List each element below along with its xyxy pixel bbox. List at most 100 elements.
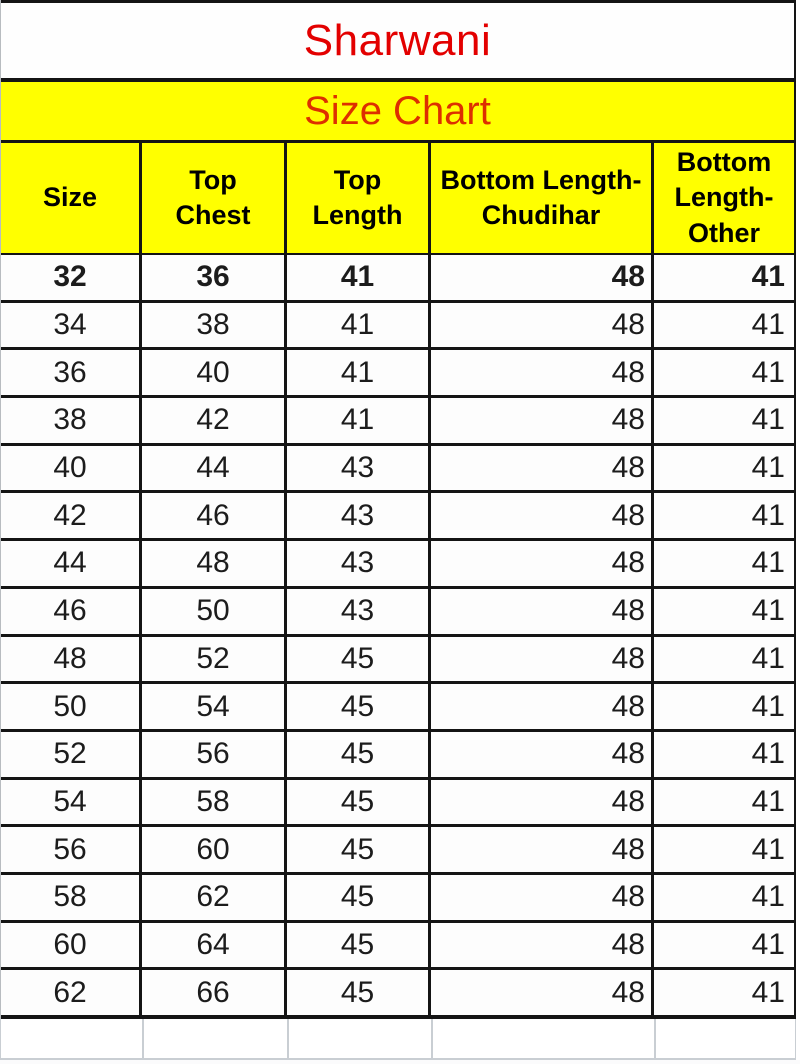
table-cell-bottom-length-other: 41: [751, 880, 785, 914]
table-cell-bottom-length-other: 41: [751, 355, 785, 389]
table-row: 56 60 45 48 41: [1, 827, 794, 875]
table-cell-top-chest: 58: [142, 779, 287, 825]
table-cell-top-length: 45: [287, 731, 431, 777]
table-cell-bottom-length-chudihar: 48: [431, 398, 654, 443]
table-cell-top-chest: 50: [142, 588, 287, 634]
table-cell-top-chest: 44: [142, 445, 287, 491]
table-row: 58 62 45 48 41: [1, 874, 794, 923]
table-cell-top-chest: 42: [142, 398, 287, 443]
table-cell-top-chest: 46: [142, 493, 287, 539]
title-row: Sharwani: [1, 0, 794, 78]
table-cell-top-length: 45: [287, 874, 431, 920]
table-cell-top-length: 45: [287, 827, 431, 872]
table-cell-size: 44: [1, 541, 142, 586]
table-cell-top-chest: 54: [142, 684, 287, 729]
table-cell-bottom-length-other: 41: [751, 737, 785, 771]
table-cell-bottom-length-chudihar: 48: [431, 731, 654, 777]
table-row: 62 66 45 48 41: [1, 970, 794, 1019]
table-cell-top-length: 43: [287, 541, 431, 586]
column-header-bottom-length-other: Bottom Length- Other: [674, 147, 774, 248]
title-divider: [1, 78, 794, 82]
table-row: 40 44 43 48 41: [1, 445, 794, 494]
column-header-bottom-length-chudihar: Bottom Length- Chudihar: [431, 143, 654, 253]
table-cell-bottom-length-other: 41: [751, 832, 785, 866]
empty-spreadsheet-row: [0, 1019, 796, 1060]
table-cell-size: 56: [1, 827, 142, 872]
table-cell-top-chest: 56: [142, 731, 287, 777]
table-cell-bottom-length-chudihar: 48: [431, 493, 654, 539]
table-cell-top-length: 41: [287, 350, 431, 396]
table-frame: Sharwani Size Chart Size Top Chest Top L…: [0, 0, 796, 1019]
table-header-row: Size Top Chest Top Length Bottom Length-…: [1, 143, 794, 255]
page-subtitle: Size Chart: [304, 89, 491, 133]
table-row: 54 58 45 48 41: [1, 779, 794, 828]
table-row: 46 50 43 48 41: [1, 588, 794, 637]
table-cell-bottom-length-other: 41: [751, 308, 785, 342]
column-header-top-length: Top Length: [287, 143, 431, 253]
table-cell-top-length: 43: [287, 445, 431, 491]
table-cell-bottom-length-other: 41: [751, 594, 785, 628]
table-cell-top-chest: 62: [142, 874, 287, 920]
table-cell-size: 42: [1, 493, 142, 539]
table-cell-top-length: 45: [287, 779, 431, 825]
table-cell-size: 32: [1, 255, 142, 300]
table-cell-bottom-length-chudihar: 48: [431, 636, 654, 682]
empty-cell: [433, 1019, 656, 1058]
table-cell-bottom-length-other: 41: [751, 975, 785, 1009]
table-cell-top-chest: 60: [142, 827, 287, 872]
table-cell-bottom-length-chudihar: 48: [431, 922, 654, 968]
table-cell-bottom-length-chudihar: 48: [431, 541, 654, 586]
table-cell-size: 54: [1, 779, 142, 825]
table-cell-bottom-length-other: 41: [751, 546, 785, 580]
table-cell-bottom-length-chudihar: 48: [431, 970, 654, 1015]
table-cell-size: 62: [1, 970, 142, 1015]
table-cell-top-length: 45: [287, 922, 431, 968]
table-cell-bottom-length-chudihar: 48: [431, 684, 654, 729]
empty-cell: [656, 1019, 796, 1058]
table-cell-bottom-length-chudihar: 48: [431, 445, 654, 491]
table-cell-top-length: 41: [287, 398, 431, 443]
table-row: 38 42 41 48 41: [1, 398, 794, 446]
table-cell-top-chest: 38: [142, 302, 287, 348]
table-cell-size: 50: [1, 684, 142, 729]
table-cell-top-chest: 66: [142, 970, 287, 1015]
table-cell-top-length: 45: [287, 636, 431, 682]
table-cell-bottom-length-chudihar: 48: [431, 588, 654, 634]
table-row: 34 38 41 48 41: [1, 302, 794, 351]
table-row: 50 54 45 48 41: [1, 684, 794, 732]
table-row: 52 56 45 48 41: [1, 731, 794, 780]
table-cell-top-chest: 52: [142, 636, 287, 682]
empty-cell: [144, 1019, 289, 1058]
column-header-top-chest: Top Chest: [142, 143, 287, 253]
empty-cell: [1, 1019, 144, 1058]
table-row: 36 40 41 48 41: [1, 350, 794, 399]
table-cell-bottom-length-other: 41: [751, 689, 785, 723]
table-cell-size: 46: [1, 588, 142, 634]
table-cell-bottom-length-other: 41: [751, 927, 785, 961]
table-body: 32 36 41 48 41 34 38 41 48 41 36 40 41 4…: [1, 255, 794, 1019]
table-cell-bottom-length-other: 41: [751, 641, 785, 675]
table-cell-top-chest: 64: [142, 922, 287, 968]
table-cell-bottom-length-chudihar: 48: [431, 255, 654, 300]
table-cell-top-chest: 36: [142, 255, 287, 300]
table-cell-size: 36: [1, 350, 142, 396]
table-cell-size: 38: [1, 398, 142, 443]
table-cell-bottom-length-chudihar: 48: [431, 874, 654, 920]
empty-cell: [289, 1019, 433, 1058]
subtitle-band: Size Chart: [1, 82, 794, 143]
table-cell-size: 40: [1, 445, 142, 491]
table-row: 42 46 43 48 41: [1, 493, 794, 542]
table-cell-top-length: 43: [287, 493, 431, 539]
table-cell-size: 60: [1, 922, 142, 968]
table-cell-bottom-length-other: 41: [751, 498, 785, 532]
table-cell-bottom-length-other: 41: [751, 260, 785, 294]
table-cell-size: 34: [1, 302, 142, 348]
table-cell-bottom-length-chudihar: 48: [431, 827, 654, 872]
table-cell-size: 52: [1, 731, 142, 777]
table-cell-size: 58: [1, 874, 142, 920]
table-row: 48 52 45 48 41: [1, 636, 794, 685]
table-cell-top-length: 41: [287, 302, 431, 348]
table-cell-bottom-length-other: 41: [751, 451, 785, 485]
table-cell-top-length: 45: [287, 970, 431, 1015]
empty-spreadsheet-row-partial: [0, 1060, 800, 1064]
